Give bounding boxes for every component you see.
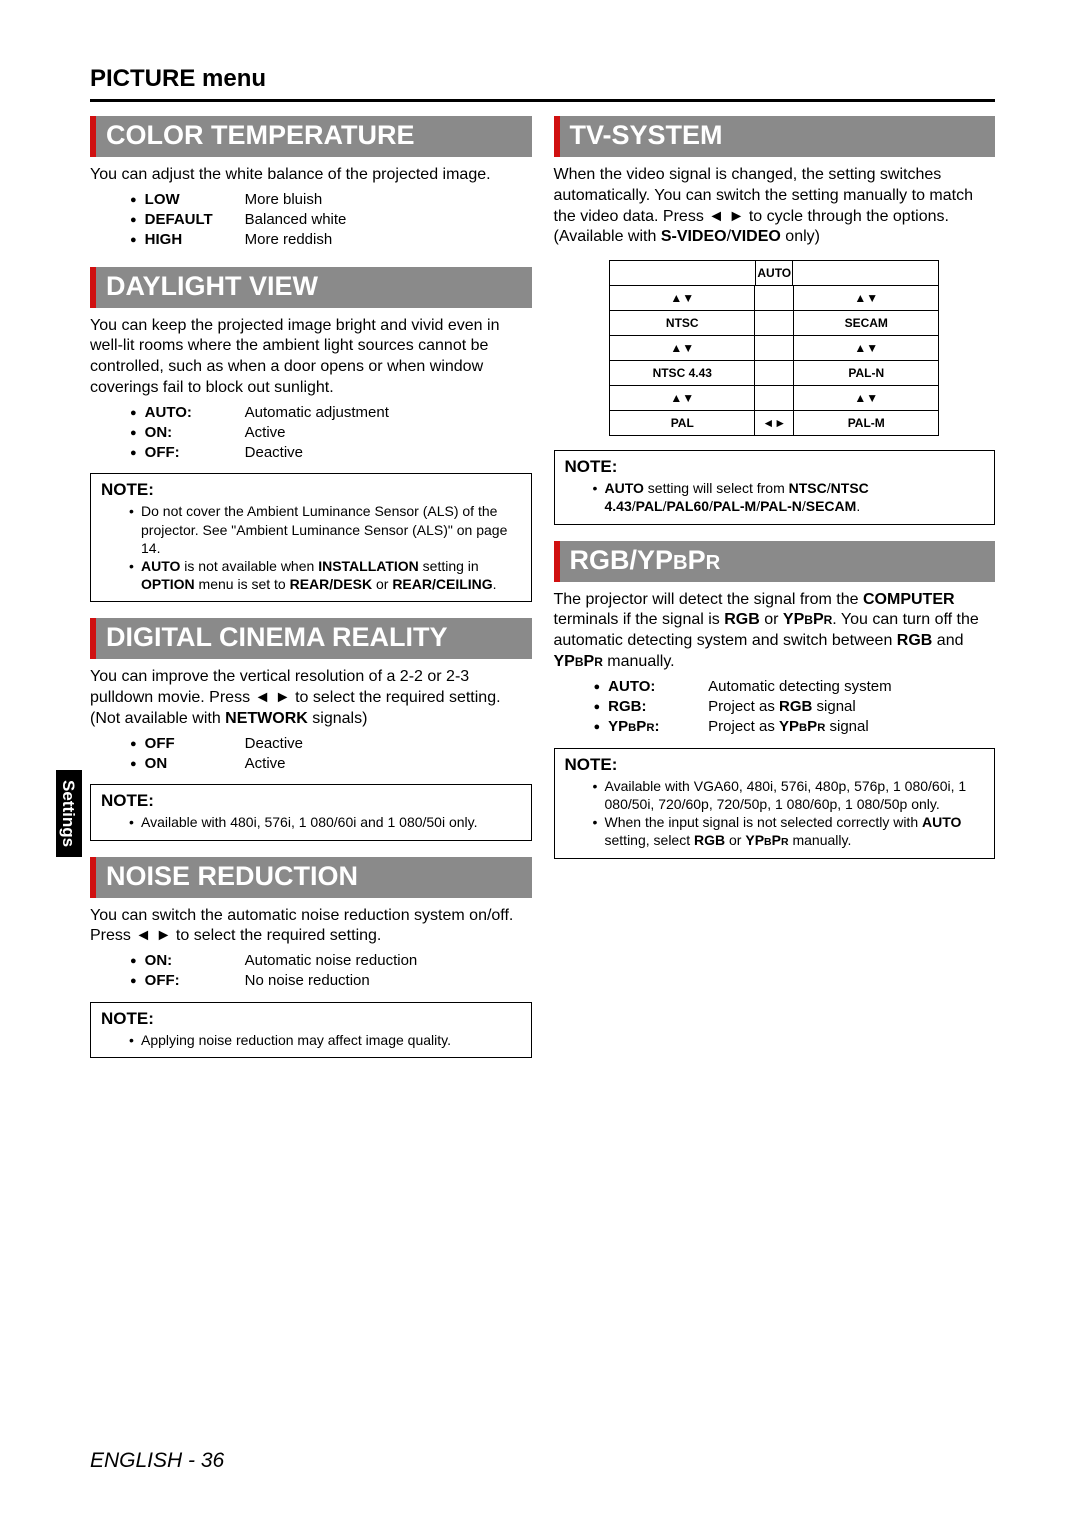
tv-diagram-grid: AUTO ▲▼ ▲▼ NTSC SECAM [609,260,939,436]
tv-system-section: TV-SYSTEM When the video signal is chang… [554,116,996,525]
list-item: HIGHMore reddish [130,230,532,250]
list-item: ONActive [130,754,532,774]
sidebar-tab-settings: Settings [56,770,82,857]
option-list: LOWMore bluishDEFAULTBalanced whiteHIGHM… [90,190,532,251]
tv-auto-cell: AUTO [755,261,793,285]
list-item: OFF:Deactive [130,443,532,463]
note-title: NOTE: [565,457,985,477]
note-title: NOTE: [101,1009,521,1029]
section-header: DIGITAL CINEMA REALITY [90,618,532,659]
section-desc: You can adjust the white balance of the … [90,165,532,186]
note-item: Do not cover the Ambient Luminance Senso… [129,502,521,557]
tv-right-cell: PAL-N [793,361,938,385]
note-list: Do not cover the Ambient Luminance Senso… [101,502,521,593]
note-box: NOTE: Do not cover the Ambient Luminance… [90,473,532,602]
tv-arrow-cell: ▲▼ [610,386,755,410]
note-box: NOTE: AUTO setting will select from NTSC… [554,450,996,524]
option-list: AUTO:Automatic detecting systemRGB:Proje… [554,677,996,738]
section-header: COLOR TEMPERATURE [90,116,532,157]
list-item: ON:Active [130,423,532,443]
note-item: AUTO is not available when INSTALLATION … [129,557,521,593]
note-item: Available with VGA60, 480i, 576i, 480p, … [593,777,985,813]
section-desc: When the video signal is changed, the se… [554,165,996,248]
tv-left-cell: NTSC [610,311,755,335]
tv-arrow-cell: ▲▼ [610,286,755,310]
tv-arrow-cell: ▲▼ [793,286,938,310]
note-item: Available with 480i, 576i, 1 080/60i and… [129,813,521,831]
section-header: NOISE REDUCTION [90,857,532,898]
digital-cinema-reality-section: DIGITAL CINEMA REALITY You can improve t… [90,618,532,840]
page-title: PICTURE menu [90,65,995,93]
note-title: NOTE: [565,755,985,775]
option-list: AUTO:Automatic adjustmentON:ActiveOFF:De… [90,403,532,464]
footer-lang: ENGLISH [90,1449,182,1472]
section-header: DAYLIGHT VIEW [90,267,532,308]
option-list: ON:Automatic noise reductionOFF:No noise… [90,951,532,992]
list-item: OFFDeactive [130,734,532,754]
list-item: AUTO:Automatic detecting system [594,677,996,697]
list-item: DEFAULTBalanced white [130,210,532,230]
content-columns: COLOR TEMPERATURE You can adjust the whi… [90,116,995,1074]
tv-arrow-cell: ▲▼ [793,336,938,360]
tv-left-cell: PAL [610,411,755,435]
section-desc: You can switch the automatic noise reduc… [90,906,532,948]
tv-right-cell: PAL-M [793,411,938,435]
section-desc: You can improve the vertical resolution … [90,667,532,729]
noise-reduction-section: NOISE REDUCTION You can switch the autom… [90,857,532,1058]
section-header: RGB/YPBPR [554,541,996,582]
option-list: OFFDeactiveONActive [90,734,532,775]
list-item: AUTO:Automatic adjustment [130,403,532,423]
note-item: Applying noise reduction may affect imag… [129,1031,521,1049]
note-list: Available with VGA60, 480i, 576i, 480p, … [565,777,985,850]
note-box: NOTE: Available with 480i, 576i, 1 080/6… [90,784,532,840]
list-item: YPBPR:Project as YPBPR signal [594,717,996,737]
note-item: When the input signal is not selected co… [593,813,985,850]
list-item: LOWMore bluish [130,190,532,210]
title-rule [90,99,995,102]
tv-lr-arrow: ◄► [755,416,793,430]
section-desc: You can keep the projected image bright … [90,316,532,399]
tv-right-cell: SECAM [793,311,938,335]
note-list: AUTO setting will select from NTSC/NTSC … [565,479,985,515]
note-item: AUTO setting will select from NTSC/NTSC … [593,479,985,515]
left-column: COLOR TEMPERATURE You can adjust the whi… [90,116,532,1074]
right-column: TV-SYSTEM When the video signal is chang… [554,116,996,1074]
tv-system-diagram: AUTO ▲▼ ▲▼ NTSC SECAM [554,260,996,436]
note-box: NOTE: Available with VGA60, 480i, 576i, … [554,748,996,859]
tv-left-cell: NTSC 4.43 [610,361,755,385]
color-temperature-section: COLOR TEMPERATURE You can adjust the whi… [90,116,532,251]
list-item: OFF:No noise reduction [130,971,532,991]
footer-page-number: 36 [201,1449,224,1472]
daylight-view-section: DAYLIGHT VIEW You can keep the projected… [90,267,532,603]
tv-arrow-cell: ▲▼ [610,336,755,360]
note-box: NOTE: Applying noise reduction may affec… [90,1002,532,1058]
note-list: Available with 480i, 576i, 1 080/60i and… [101,813,521,831]
note-list: Applying noise reduction may affect imag… [101,1031,521,1049]
note-title: NOTE: [101,791,521,811]
section-desc: The projector will detect the signal fro… [554,590,996,673]
list-item: RGB:Project as RGB signal [594,697,996,717]
note-title: NOTE: [101,480,521,500]
section-header: TV-SYSTEM [554,116,996,157]
list-item: ON:Automatic noise reduction [130,951,532,971]
tv-arrow-cell: ▲▼ [793,386,938,410]
rgb-ypbpr-section: RGB/YPBPR The projector will detect the … [554,541,996,859]
page-footer: ENGLISH - 36 [90,1449,224,1473]
